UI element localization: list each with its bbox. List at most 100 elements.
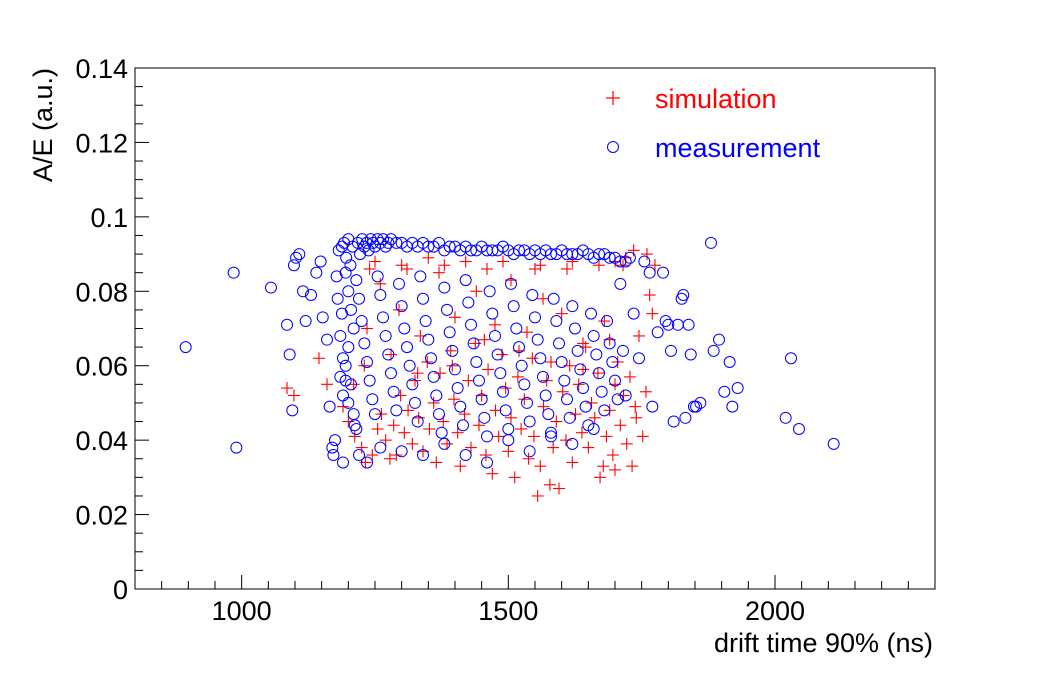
simulation-point — [481, 262, 493, 275]
measurement-point — [422, 333, 435, 346]
measurement-point — [623, 251, 636, 264]
measurement-point — [398, 322, 411, 335]
legend-marker-measurement — [607, 141, 619, 153]
measurement-point — [574, 363, 587, 376]
measurement-point — [363, 374, 376, 387]
measurement-point — [579, 400, 592, 413]
measurement-point — [593, 248, 605, 261]
measurement-point — [601, 315, 613, 328]
simulation-point — [412, 411, 425, 424]
measurement-point — [350, 422, 363, 435]
measurement-point — [475, 393, 488, 406]
simulation-point — [369, 255, 381, 268]
simulation-point — [411, 367, 424, 380]
y-axis-label: A/E (a.u.) — [28, 68, 58, 182]
measurement-point — [539, 389, 552, 402]
measurement-point — [310, 266, 323, 279]
measurement-point — [726, 400, 739, 413]
measurement-point — [459, 274, 472, 287]
y-tick-label: 0.12 — [75, 128, 128, 158]
measurement-point — [585, 307, 597, 320]
simulation-point — [434, 367, 447, 380]
measurement-point — [419, 315, 432, 328]
simulation-point — [427, 396, 440, 409]
simulation-point — [561, 262, 573, 275]
measurement-point — [682, 318, 695, 331]
simulation-point — [383, 452, 396, 465]
measurement-point — [334, 329, 347, 342]
measurement-point — [355, 315, 368, 328]
measurement-point — [382, 236, 395, 249]
measurement-point — [545, 430, 557, 443]
measurement-point — [577, 382, 589, 395]
simulation-point — [321, 378, 333, 391]
measurement-point — [587, 422, 600, 435]
measurement-point — [598, 404, 611, 417]
simulation-point — [366, 449, 379, 462]
measurement-point — [731, 382, 744, 395]
measurement-point — [425, 352, 437, 365]
measurement-point — [684, 348, 697, 361]
simulation-point — [598, 315, 611, 328]
measurement-point — [483, 285, 496, 298]
measurement-point — [651, 326, 664, 339]
measurement-point — [486, 307, 499, 320]
measurement-point — [478, 411, 491, 424]
simulation-point — [363, 262, 376, 275]
y-tick-label: 0.14 — [75, 54, 128, 84]
simulation-point — [627, 244, 640, 257]
measurement-point — [643, 266, 656, 279]
simulation-point — [401, 262, 413, 275]
simulation-point — [566, 456, 579, 469]
simulation-point — [393, 303, 405, 316]
simulation-point — [609, 463, 621, 476]
simulation-point — [566, 255, 579, 268]
measurement-point — [470, 355, 483, 368]
measurement-point — [459, 449, 472, 462]
simulation-point — [447, 393, 460, 406]
measurement-point — [331, 292, 344, 305]
measurement-point — [409, 396, 421, 409]
simulation-point — [629, 400, 642, 413]
measurement-point — [297, 285, 309, 298]
measurement-point — [316, 311, 329, 324]
simulation-point — [492, 430, 505, 443]
simulation-point — [526, 352, 539, 365]
measurement-point — [534, 352, 547, 365]
simulation-point — [499, 382, 512, 395]
measurement-point — [827, 437, 840, 450]
measurement-point — [441, 303, 453, 316]
simulation-point — [522, 452, 535, 465]
simulation-point — [649, 259, 661, 272]
simulation-point — [617, 259, 629, 272]
simulation-point — [451, 426, 464, 439]
y-tick-label: 0.1 — [90, 203, 128, 233]
measurement-point — [515, 359, 528, 372]
x-axis-label: drift time 90% (ns) — [714, 628, 933, 658]
measurement-point — [659, 315, 672, 328]
simulation-point — [577, 337, 589, 350]
measurement-point — [454, 400, 467, 413]
measurement-point — [449, 363, 461, 376]
measurement-point — [569, 322, 581, 335]
measurement-point — [523, 415, 536, 428]
measurement-point — [417, 292, 429, 305]
measurement-point — [561, 393, 573, 406]
measurement-point — [657, 266, 669, 279]
measurement-point — [358, 337, 371, 350]
measurement-point — [369, 408, 381, 421]
measurement-point — [395, 300, 408, 313]
measurement-point — [356, 233, 369, 246]
measurement-point — [603, 337, 616, 350]
measurement-point — [614, 277, 627, 290]
measurement-point — [542, 408, 555, 421]
measurement-point — [374, 289, 387, 302]
measurement-point — [707, 344, 720, 357]
measurement-point — [406, 378, 419, 391]
measurement-point — [371, 233, 384, 246]
measurement-point — [705, 236, 717, 249]
simulation-point — [358, 359, 371, 372]
measurement-point — [723, 355, 736, 368]
measurement-point — [785, 352, 797, 365]
